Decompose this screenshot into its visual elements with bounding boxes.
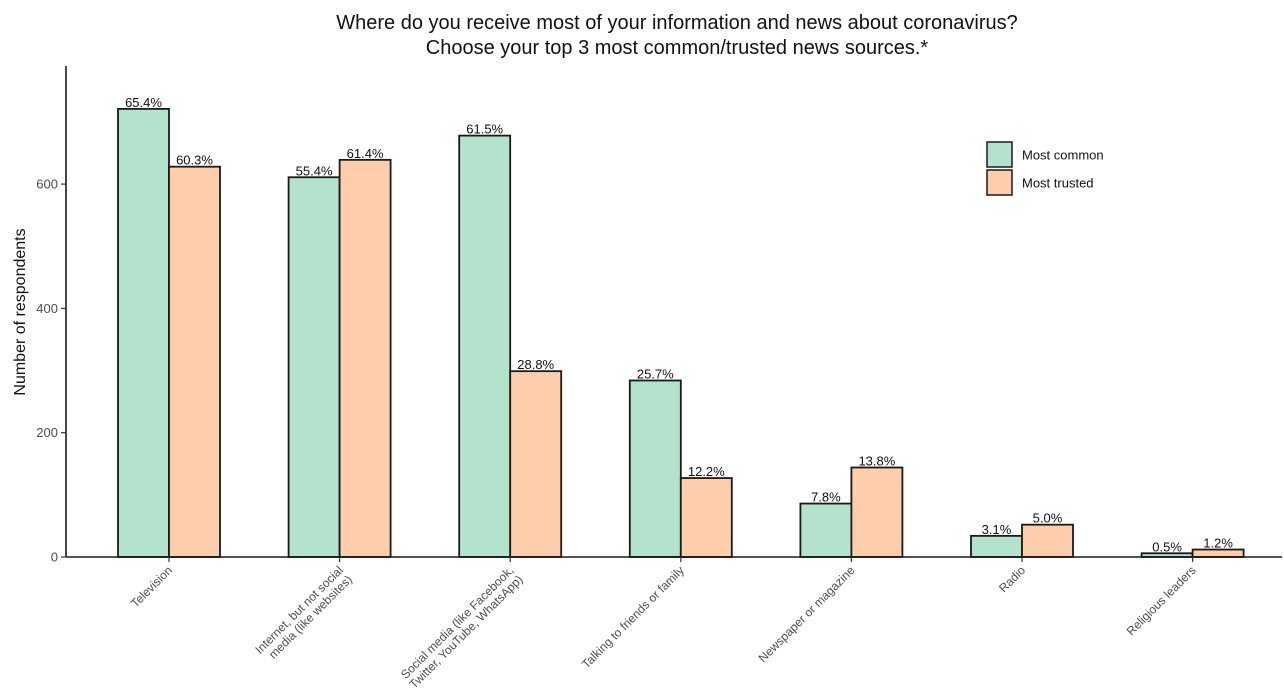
- x-tick-label-line: Twitter, YouTube, WhatsApp): [406, 572, 525, 691]
- data-label: 61.5%: [466, 122, 503, 137]
- legend-label: Most common: [1022, 148, 1104, 163]
- x-tick-label-line: Internet, but not social: [252, 563, 345, 656]
- x-tick-label: Television: [128, 563, 175, 610]
- data-label: 0.5%: [1152, 539, 1182, 554]
- y-tick-label: 600: [36, 177, 58, 192]
- legend-swatch: [986, 141, 1013, 168]
- x-tick-label: Radio: [996, 563, 1028, 595]
- bar-most-trusted: [168, 165, 221, 558]
- bar-most-common: [970, 534, 1023, 558]
- x-tick-label-line: Talking to friends or family: [579, 563, 687, 671]
- data-label: 60.3%: [176, 153, 213, 168]
- bar-most-trusted: [850, 466, 904, 558]
- bar-most-trusted: [338, 158, 392, 558]
- x-tick-label-line: Radio: [996, 563, 1028, 595]
- data-label: 3.1%: [982, 522, 1012, 537]
- x-tick-label: Social media (like Facebook,Twitter, You…: [397, 563, 525, 691]
- y-axis-label: Number of respondents: [12, 228, 29, 395]
- legend-swatch: [986, 169, 1013, 196]
- y-tick-label: 400: [36, 301, 58, 316]
- legend: Most common Most trusted: [986, 141, 1104, 196]
- bar-most-trusted: [679, 477, 733, 558]
- data-label: 1.2%: [1203, 536, 1233, 551]
- data-label: 12.2%: [688, 464, 725, 479]
- y-tick-label: 200: [36, 425, 58, 440]
- bar-most-common: [799, 502, 853, 558]
- bar-most-common: [458, 134, 512, 558]
- x-tick-label: Talking to friends or family: [579, 563, 687, 671]
- chart-title: Where do you receive most of your inform…: [336, 12, 1017, 59]
- bar-most-common: [117, 107, 170, 558]
- x-tick-label-line: Social media (like Facebook,: [398, 563, 516, 681]
- chart-subtitle-line: Choose your top 3 most common/trusted ne…: [426, 37, 929, 59]
- bar-most-trusted: [509, 370, 563, 558]
- data-label: 65.4%: [125, 95, 162, 110]
- legend-label: Most trusted: [1022, 176, 1094, 191]
- data-label: 61.4%: [347, 146, 384, 161]
- x-tick-label: Newspaper or magazine: [756, 563, 858, 665]
- data-label: 55.4%: [296, 163, 333, 178]
- bar-most-trusted: [1191, 548, 1245, 558]
- data-label: 28.8%: [517, 357, 554, 372]
- x-tick-label-line: Religious leaders: [1124, 563, 1199, 638]
- x-tick-label-line: media (like websites): [266, 572, 355, 661]
- bar-most-common: [287, 176, 341, 558]
- y-tick-label: 0: [51, 550, 58, 565]
- x-tick-label-line: Newspaper or magazine: [756, 563, 858, 665]
- data-label: 13.8%: [858, 454, 895, 469]
- data-label: 7.8%: [811, 490, 841, 505]
- x-tick-label: Religious leaders: [1124, 563, 1199, 638]
- data-label: 5.0%: [1033, 511, 1063, 526]
- x-tick-label-line: Television: [128, 563, 175, 610]
- bar-most-trusted: [1021, 523, 1074, 558]
- chart-title-line: Where do you receive most of your inform…: [336, 12, 1017, 34]
- x-tick-label: Internet, but not socialmedia (like webs…: [252, 563, 355, 666]
- data-label: 25.7%: [637, 366, 674, 381]
- bar-most-common: [628, 379, 682, 558]
